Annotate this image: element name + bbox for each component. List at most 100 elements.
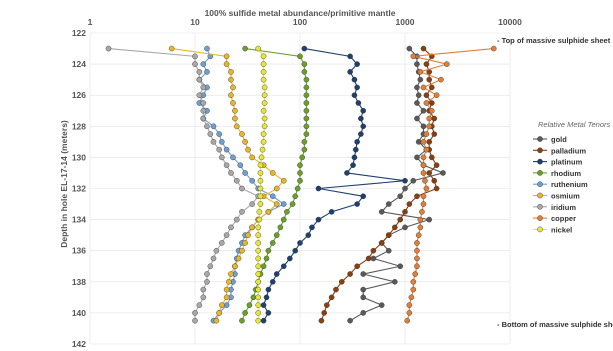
point-copper xyxy=(410,278,417,285)
point-iridium xyxy=(105,45,112,52)
point-platinum xyxy=(297,240,303,246)
point-iridium xyxy=(196,76,203,83)
point-rhodium xyxy=(303,84,310,91)
point-nickel xyxy=(260,61,267,67)
point-nickel xyxy=(260,53,267,60)
point-platinum xyxy=(263,294,270,301)
point-platinum xyxy=(353,146,359,153)
point-rhodium xyxy=(265,247,272,254)
legend-label-iridium: iridium xyxy=(551,203,576,212)
point-copper xyxy=(423,146,430,153)
point-rhodium xyxy=(299,154,306,161)
point-iridium xyxy=(196,92,203,98)
point-palladium xyxy=(420,45,427,52)
point-gold xyxy=(414,61,420,67)
point-copper xyxy=(423,185,430,192)
point-copper xyxy=(414,255,420,262)
point-platinum xyxy=(360,107,367,114)
point-palladium xyxy=(385,232,392,238)
point-nickel xyxy=(257,170,264,176)
point-osmium xyxy=(239,247,245,254)
point-ruthenium xyxy=(249,177,255,184)
point-osmium xyxy=(213,317,220,324)
legend-label-copper: copper xyxy=(551,214,576,223)
point-palladium xyxy=(397,216,403,223)
point-palladium xyxy=(402,209,408,215)
point-ruthenium xyxy=(223,146,230,153)
legend: gold palladium platinum rhodium ruthenium osm… xyxy=(533,135,588,234)
point-platinum xyxy=(350,162,356,168)
point-platinum xyxy=(354,84,360,91)
point-copper xyxy=(415,232,422,238)
point-osmium xyxy=(168,45,175,52)
point-nickel xyxy=(260,107,267,114)
point-nickel xyxy=(257,162,264,168)
point-copper xyxy=(419,209,425,215)
legend-label-nickel: nickel xyxy=(551,225,572,234)
point-osmium xyxy=(232,115,238,122)
point-osmium xyxy=(249,154,255,161)
point-palladium xyxy=(370,247,377,254)
point-osmium xyxy=(233,123,240,130)
point-copper xyxy=(426,123,432,130)
point-copper xyxy=(414,240,420,246)
point-gold xyxy=(347,317,353,324)
point-platinum xyxy=(354,139,360,145)
point-copper xyxy=(406,302,413,308)
point-ruthenium xyxy=(269,193,276,200)
point-ruthenium xyxy=(200,61,207,67)
point-osmium xyxy=(228,76,234,83)
point-nickel xyxy=(259,146,266,153)
point-ruthenium xyxy=(219,139,225,145)
point-gold xyxy=(417,76,424,83)
point-rhodium xyxy=(242,310,248,316)
point-rhodium xyxy=(242,45,248,52)
point-iridium xyxy=(207,263,214,270)
point-osmium xyxy=(242,139,248,145)
point-rhodium xyxy=(303,100,310,106)
point-osmium xyxy=(230,84,236,91)
point-osmium xyxy=(228,92,234,98)
point-osmium xyxy=(265,209,272,215)
point-palladium xyxy=(429,84,435,91)
point-gold xyxy=(397,263,403,270)
point-ruthenium xyxy=(204,69,210,75)
point-platinum xyxy=(402,177,408,184)
y-tick-label: 142 xyxy=(72,339,86,349)
point-copper xyxy=(410,53,417,60)
point-nickel xyxy=(256,216,263,223)
point-gold xyxy=(402,224,408,231)
y-tick-label: 132 xyxy=(72,184,86,194)
point-iridium xyxy=(210,139,217,145)
point-gold xyxy=(414,100,420,106)
point-copper xyxy=(490,45,497,52)
point-rhodium xyxy=(250,294,257,301)
point-palladium xyxy=(423,92,430,98)
y-tick-label: 134 xyxy=(72,215,86,225)
point-rhodium xyxy=(303,76,310,83)
point-palladium xyxy=(324,302,330,308)
point-platinum xyxy=(354,201,360,207)
point-platinum xyxy=(315,185,322,192)
point-rhodium xyxy=(284,209,290,215)
point-palladium xyxy=(321,310,327,316)
point-copper xyxy=(412,271,418,277)
point-rhodium xyxy=(292,193,298,200)
point-osmium xyxy=(239,131,245,137)
point-platinum xyxy=(292,247,298,254)
legend-marker-platinum xyxy=(537,158,543,165)
point-rhodium xyxy=(303,92,310,98)
y-tick-label: 140 xyxy=(72,308,86,318)
point-platinum xyxy=(265,286,272,293)
x-tick-label: 10 xyxy=(190,17,200,27)
point-gold xyxy=(360,286,367,293)
legend-marker-nickel xyxy=(537,226,543,233)
point-gold xyxy=(360,294,367,301)
point-rhodium xyxy=(289,201,296,207)
point-nickel xyxy=(261,100,268,106)
point-platinum xyxy=(260,317,267,324)
point-copper xyxy=(433,92,440,98)
point-palladium xyxy=(414,193,420,200)
point-nickel xyxy=(255,278,262,285)
point-gold xyxy=(370,255,377,262)
